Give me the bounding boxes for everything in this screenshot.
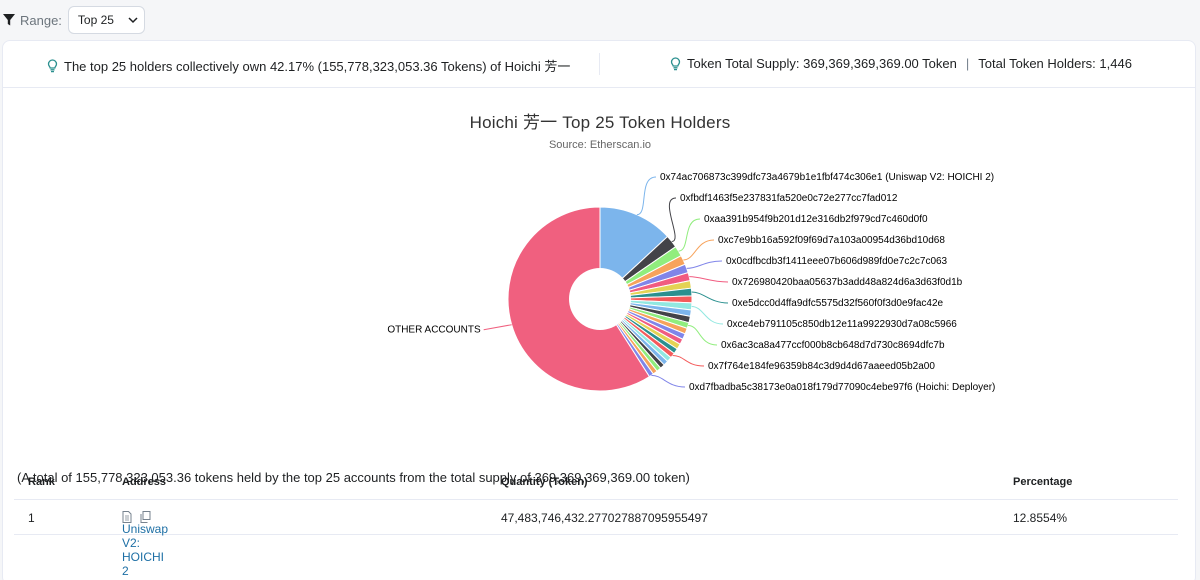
slice-connector [636,176,657,216]
table-row: 1 Uniswap V2: HOICHI 2 47,483,746,432.27… [14,500,1178,578]
filter-icon [3,14,15,26]
top-holders-summary: The top 25 holders collectively own 42.1… [47,56,570,75]
range-label: Range: [20,12,62,28]
slice-connector [672,354,705,367]
holders-pie-chart: Hoichi 芳一 Top 25 Token Holders Source: E… [3,88,1197,458]
info-row: The top 25 holders collectively own 42.1… [3,41,1195,88]
range-select[interactable]: Top 25 [67,6,145,34]
slice-label: OTHER ACCOUNTS [387,325,481,336]
table-header: Rank Address Quantity (Token) Percentage [14,465,1178,500]
slice-label: 0xfbdf1463f5e237831fa520e0c72e277cc7fad0… [680,193,898,204]
slice-connector [483,324,512,331]
slice-connector [683,239,715,261]
header-address: Address [122,476,167,488]
lightbulb-icon [670,56,681,70]
range-filter: Range: Top 25 [0,6,145,34]
percentage-cell: 12.8554% [1013,511,1068,525]
top-holders-summary-text: The top 25 holders collectively own 42.1… [64,59,571,74]
slice-label: 0x726980420baa05637b3add48a824d6a3d63f0d… [732,277,963,288]
rank-cell: 1 [28,511,35,525]
slice-connector [688,325,718,346]
slice-label: 0xc7e9bb16a592f09f69d7a103a00954d36bd10d… [718,235,945,246]
copy-icon[interactable] [140,511,151,523]
slice-connector [651,374,686,388]
document-icon [122,511,132,523]
header-quantity: Quantity (Token) [501,476,588,488]
slice-connector [691,305,724,325]
slice-connector [678,218,701,252]
chevron-down-icon [128,17,138,24]
slice-label: 0xce4eb791105c850db12e11a9922930d7a08c59… [727,319,957,330]
slice-connector [689,276,729,283]
chart-subtitle: Source: Etherscan.io [548,139,652,151]
info-separator: | [965,56,970,71]
summary-text: (A total of 155,778,323,053.36 tokens he… [17,470,690,485]
address-link[interactable]: Uniswap V2: HOICHI 2 [122,511,168,578]
chart-title: Hoichi 芳一 Top 25 Token Holders [469,113,731,132]
donut-hole [569,268,631,330]
slice-label: 0x0cdfbcdb3f1411eee07b606d989fd0e7c2c7c0… [726,256,948,267]
total-supply-text: Token Total Supply: 369,369,369,369.00 T… [687,56,957,71]
slice-label: 0xaa391b954f9b201d12e316db2f979cd7c460d0… [704,214,928,225]
slice-connector [686,260,723,269]
range-selected-value: Top 25 [77,13,114,27]
pie-chart-canvas: OTHER ACCOUNTS 0x74ac706873c399dfc73a4679… [387,172,995,393]
holders-card: The top 25 holders collectively own 42.1… [2,40,1196,580]
slice-label: 0xd7fbadba5c38173e0a018f179d77090c4ebe97… [689,382,995,393]
info-divider [599,53,600,75]
slice-label: 0x74ac706873c399dfc73a4679b1e1fbf474c306… [660,172,994,183]
slice-label: 0x7f764e184fe96359b84c3d9d4d67aaeed05b2a… [708,361,935,372]
supply-info: Token Total Supply: 369,369,369,369.00 T… [670,56,1132,71]
slice-connector [669,197,677,242]
total-holders-text: Total Token Holders: 1,446 [978,56,1132,71]
lightbulb-icon [47,58,58,72]
slice-label: 0xe5dcc0d4ffa9dfc5575d32f560f0f3d0e9fac4… [732,298,944,309]
header-percentage: Percentage [1013,476,1073,488]
quantity-cell: 47,483,746,432.277027887095955497 [501,511,708,525]
header-rank: Rank [28,476,55,488]
address-text: Uniswap V2: HOICHI 2 [122,522,169,578]
slice-connector [691,291,729,304]
slice-label: 0x6ac3ca8a477ccf000b8cb648d7d730c8694dfc… [721,340,945,351]
